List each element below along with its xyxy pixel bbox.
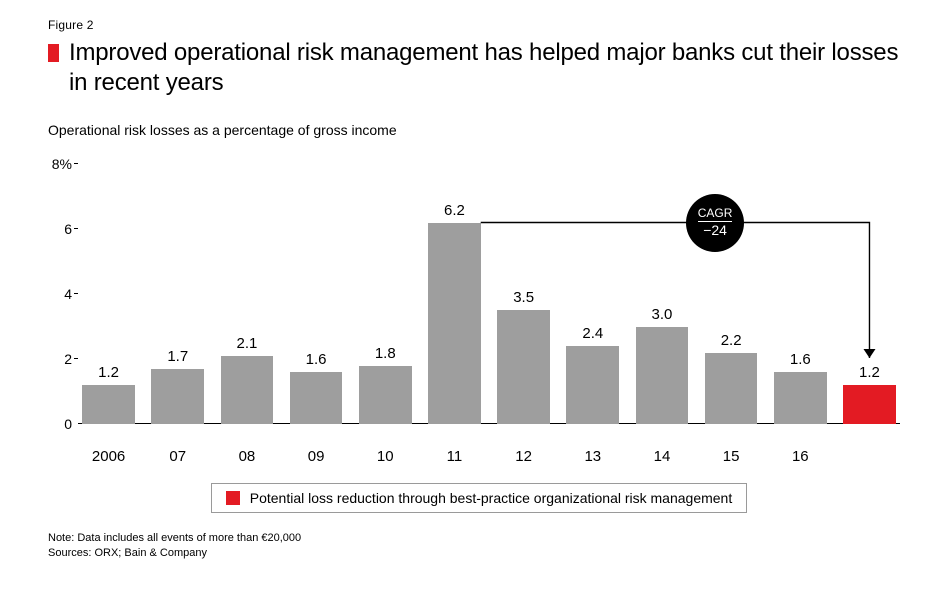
x-tick-label: 07 — [147, 448, 208, 465]
plot-area: 1.21.72.11.61.86.23.52.43.02.21.61.2 024… — [78, 164, 900, 424]
x-tick-label: 08 — [216, 448, 277, 465]
bar-value-label: 3.0 — [652, 306, 673, 323]
bar-slot: 2.1 — [216, 164, 277, 424]
bar-slot: 1.2 — [78, 164, 139, 424]
bar-value-label: 1.6 — [306, 351, 327, 368]
cagr-value: −24 — [703, 223, 727, 238]
chart-area: 1.21.72.11.61.86.23.52.43.02.21.61.2 024… — [78, 144, 900, 444]
x-tick-label: 16 — [770, 448, 831, 465]
bars-container: 1.2 1.7 2.1 1.6 1.8 6.2 3.5 2.4 3.0 2.2 1.6 1.2 — [78, 164, 900, 424]
bar — [428, 223, 481, 425]
y-tick-mark — [74, 228, 78, 229]
x-tick-label: 2006 — [78, 448, 139, 465]
y-tick-label: 6 — [48, 221, 72, 237]
title-row: Improved operational risk management has… — [48, 38, 910, 98]
bar-slot: 1.6 — [286, 164, 347, 424]
footnotes: Note: Data includes all events of more t… — [48, 531, 910, 562]
bar — [82, 385, 135, 424]
x-tick-label: 12 — [493, 448, 554, 465]
x-tick-label — [839, 448, 900, 465]
bar-value-label: 1.8 — [375, 345, 396, 362]
bar-value-label: 3.5 — [513, 289, 534, 306]
y-tick-label: 2 — [48, 351, 72, 367]
bar-slot: 2.4 — [562, 164, 623, 424]
bar-value-label: 2.1 — [237, 335, 258, 352]
x-tick-label: 14 — [631, 448, 692, 465]
x-tick-label: 10 — [355, 448, 416, 465]
bar — [359, 366, 412, 425]
bar-value-label: 2.2 — [721, 332, 742, 349]
bar-slot: 1.8 — [355, 164, 416, 424]
legend: Potential loss reduction through best-pr… — [211, 483, 748, 513]
chart-wrap: 1.2 1.7 2.1 1.6 1.8 6.2 3.5 2.4 3.0 2.2 1.6 1.2 0 2 4… — [48, 144, 910, 465]
bar — [566, 346, 619, 424]
sources-text: Sources: ORX; Bain & Company — [48, 546, 910, 561]
x-tick-label: 11 — [424, 448, 485, 465]
bar — [290, 372, 343, 424]
chart-subtitle: Operational risk losses as a percentage … — [48, 122, 910, 138]
x-tick-label: 15 — [701, 448, 762, 465]
bar — [843, 385, 896, 424]
y-tick-label: 8% — [48, 156, 72, 172]
bar — [636, 327, 689, 425]
bar-value-label: 2.4 — [582, 325, 603, 342]
bar-value-label: 1.2 — [98, 364, 119, 381]
bar — [774, 372, 827, 424]
title-accent-marker — [48, 44, 59, 62]
bar-slot: 1.7 — [147, 164, 208, 424]
y-tick-label: 0 — [48, 416, 72, 432]
cagr-label: CAGR — [698, 207, 733, 222]
y-tick-mark — [74, 358, 78, 359]
bar-slot: 1.6 — [770, 164, 831, 424]
y-tick-mark — [74, 293, 78, 294]
bar — [221, 356, 274, 424]
bar-slot: 6.2 — [424, 164, 485, 424]
chart-title: Improved operational risk management has… — [69, 38, 910, 98]
bar-value-label: 6.2 — [444, 202, 465, 219]
bar — [497, 310, 550, 424]
x-tick-label: 13 — [562, 448, 623, 465]
bar-value-label: 1.7 — [167, 348, 188, 365]
bar — [705, 353, 758, 425]
bar-slot: 1.2 — [839, 164, 900, 424]
bar-slot: 3.5 — [493, 164, 554, 424]
cagr-badge: CAGR −24 — [686, 194, 744, 252]
x-axis-labels: 2006 07 08 09 10 11 12 13 14 15 16 — [78, 448, 900, 465]
y-tick-mark — [74, 163, 78, 164]
bar-value-label: 1.2 — [859, 364, 880, 381]
legend-text: Potential loss reduction through best-pr… — [250, 490, 733, 506]
bar-slot: 3.0 — [631, 164, 692, 424]
figure-label: Figure 2 — [48, 18, 910, 32]
y-tick-label: 4 — [48, 286, 72, 302]
bar-value-label: 1.6 — [790, 351, 811, 368]
bar — [151, 369, 204, 424]
x-tick-label: 09 — [286, 448, 347, 465]
note-text: Note: Data includes all events of more t… — [48, 531, 910, 546]
legend-swatch — [226, 491, 240, 505]
